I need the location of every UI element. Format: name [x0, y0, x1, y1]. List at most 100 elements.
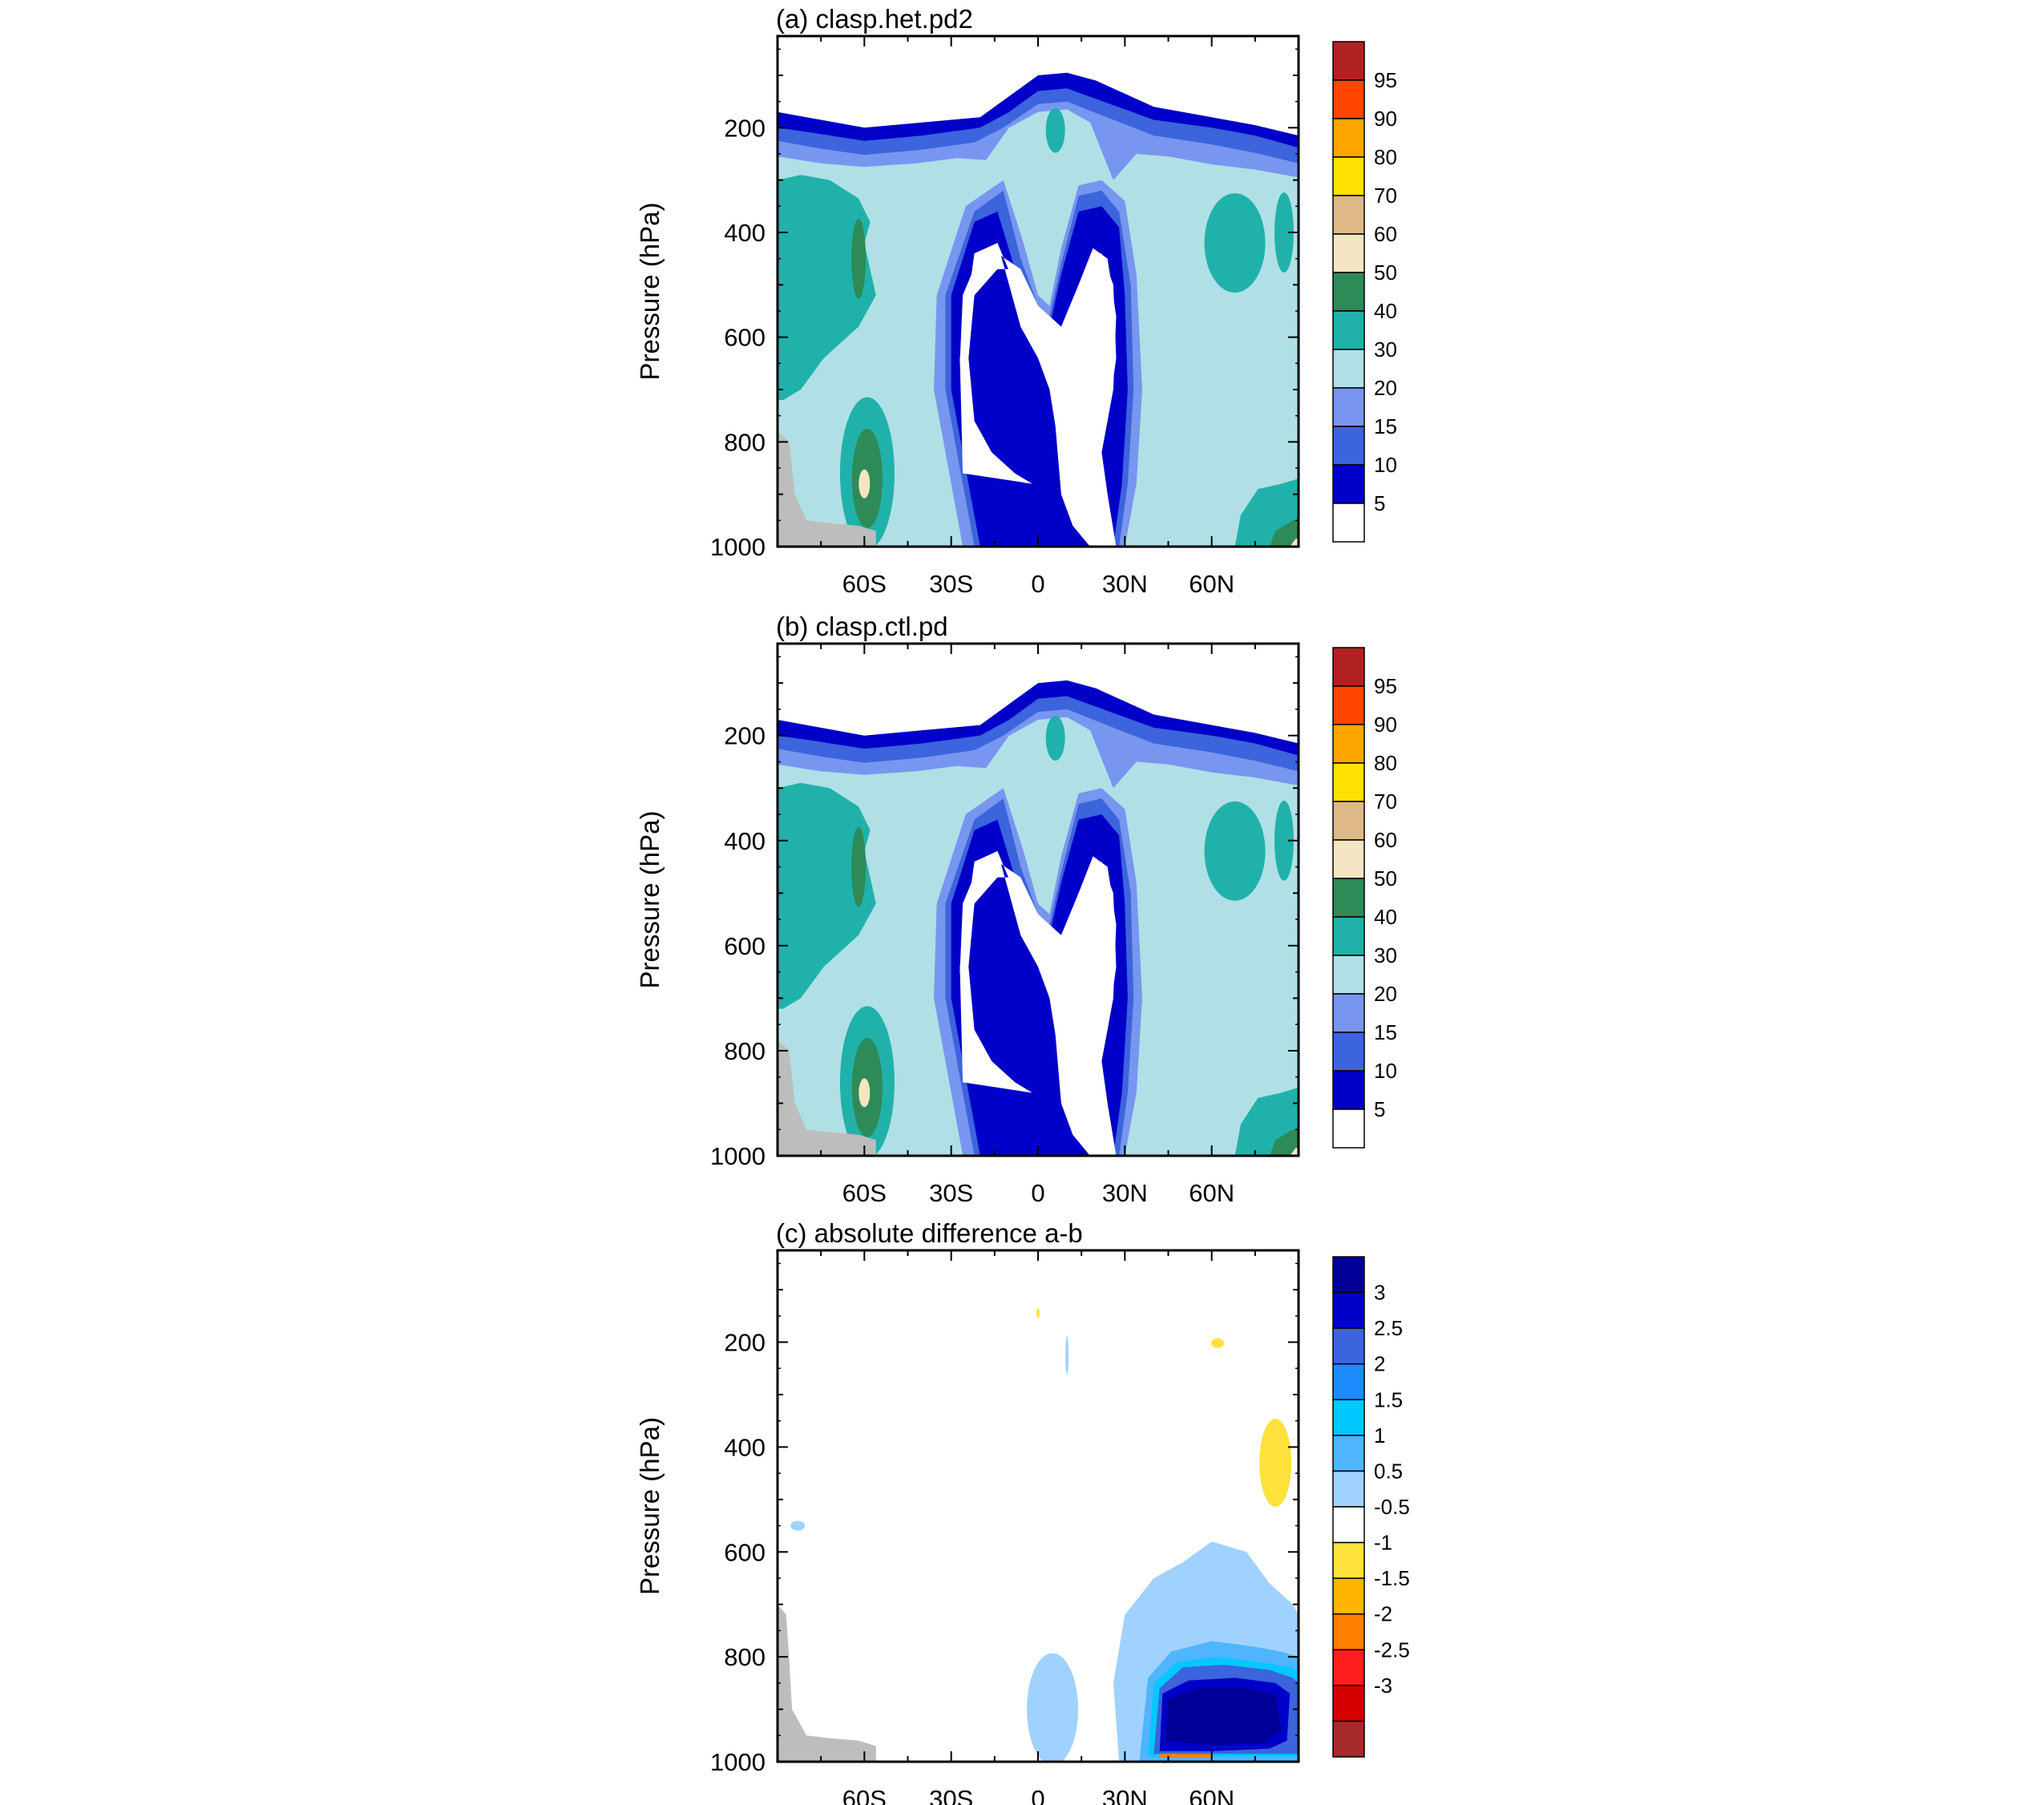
topography-mask — [778, 1604, 876, 1762]
colorbar-box — [1332, 1649, 1365, 1686]
blob-neg-eq — [1027, 1653, 1079, 1762]
colorbar-box — [1332, 387, 1365, 427]
band-30-40-sh — [778, 175, 876, 401]
colorbar-label: 15 — [1374, 1020, 1397, 1044]
x-tick-label: 60N — [1189, 1179, 1234, 1207]
x-tick-label: 30N — [1102, 570, 1148, 598]
blob-pos-nh-400 — [1259, 1419, 1292, 1508]
colorbar-box — [1332, 762, 1365, 802]
colorbar-box — [1332, 1327, 1365, 1365]
x-tick-label: 30S — [929, 1785, 973, 1805]
y-tick-label: 1000 — [710, 1748, 765, 1776]
band-50-60-sh — [858, 469, 871, 499]
band-pos-surface — [1159, 1754, 1212, 1759]
blob-neg-trop — [1065, 1335, 1069, 1375]
band-30-40-trop — [1045, 715, 1065, 761]
y-tick-label: 400 — [724, 1433, 765, 1461]
y-tick-label: 600 — [724, 324, 765, 352]
y-tick-label: 400 — [724, 219, 765, 247]
colorbar-box — [1332, 1470, 1365, 1508]
core-white — [959, 850, 1117, 1156]
colorbar-box — [1332, 839, 1365, 879]
colorbar-box — [1332, 1256, 1365, 1294]
y-tick-label: 1000 — [710, 533, 765, 561]
band-30-40-sh — [778, 782, 876, 1009]
colorbar-label: 60 — [1374, 222, 1397, 246]
colorbar-label: 50 — [1374, 260, 1397, 285]
panel-b: (b) clasp.ctl.pd2004006008001000Pressure… — [635, 612, 1397, 1207]
x-tick-label: 0 — [1031, 1179, 1044, 1207]
colorbar-label: -1.5 — [1374, 1566, 1410, 1590]
colorbar-label: 1.5 — [1374, 1387, 1403, 1411]
colorbar-box — [1332, 685, 1365, 725]
colorbar-label: 0.5 — [1374, 1459, 1403, 1483]
colorbar-box — [1332, 156, 1365, 196]
x-tick-label: 30S — [929, 1179, 973, 1207]
colorbar-box — [1332, 878, 1365, 918]
y-tick-label: 600 — [724, 1538, 765, 1566]
colorbar-box — [1332, 724, 1365, 764]
colorbar-label: 5 — [1374, 1097, 1385, 1121]
colorbar-box — [1332, 1577, 1365, 1615]
y-tick-label: 200 — [724, 722, 765, 750]
colorbar-box — [1332, 349, 1365, 389]
colorbar-box — [1332, 801, 1365, 841]
x-tick-label: 60S — [842, 570, 887, 598]
colorbar-box — [1332, 1032, 1365, 1072]
colorbar-box — [1332, 955, 1365, 995]
colorbar-label: 1 — [1374, 1423, 1385, 1448]
y-tick-label: 800 — [724, 428, 765, 456]
colorbar-label: -2.5 — [1374, 1637, 1410, 1662]
panel-title: (a) clasp.het.pd2 — [776, 4, 973, 34]
y-tick-label: 400 — [724, 827, 765, 855]
colorbar-label: -0.5 — [1374, 1495, 1410, 1519]
x-tick-label: 60N — [1189, 1785, 1234, 1805]
panel-a: (a) clasp.het.pd22004006008001000Pressur… — [635, 4, 1397, 598]
x-tick-label: 60S — [842, 1785, 887, 1805]
band-30-40-nh-edge — [1274, 800, 1294, 881]
band-50-60-nh-surface — [1290, 539, 1299, 547]
colorbar-label: 90 — [1374, 713, 1397, 737]
blob-neg-sh — [790, 1520, 806, 1531]
colorbar-box — [1332, 426, 1365, 466]
colorbar-label: 50 — [1374, 866, 1397, 890]
colorbar-label: 95 — [1374, 68, 1397, 92]
colorbar-box — [1332, 1685, 1365, 1722]
colorbar-label: 80 — [1374, 751, 1397, 775]
colorbar-label: 3 — [1374, 1281, 1385, 1305]
colorbar-label: -2 — [1374, 1602, 1392, 1626]
x-tick-label: 30S — [929, 570, 973, 598]
colorbar-label: 10 — [1374, 453, 1397, 477]
y-axis-label: Pressure (hPa) — [635, 811, 665, 989]
colorbar-box — [1332, 464, 1365, 504]
colorbar-label: 10 — [1374, 1059, 1397, 1083]
colorbar-label: 60 — [1374, 828, 1397, 852]
y-tick-label: 800 — [724, 1643, 765, 1671]
band-30-40-nh — [1204, 801, 1266, 901]
colorbar-label: 30 — [1374, 337, 1397, 361]
topography-mask — [778, 1040, 876, 1156]
x-tick-label: 30N — [1102, 1179, 1148, 1207]
contour-field — [778, 72, 1299, 547]
colorbar-label: 30 — [1374, 943, 1397, 967]
colorbar-box — [1332, 1363, 1365, 1401]
colorbar-label: 90 — [1374, 107, 1397, 131]
colorbar-label: 20 — [1374, 376, 1397, 400]
colorbar-box — [1332, 1720, 1365, 1758]
y-tick-label: 200 — [724, 1329, 765, 1357]
band-30-40-nh — [1204, 193, 1266, 293]
colorbar-box — [1332, 1435, 1365, 1472]
y-tick-label: 200 — [724, 114, 765, 142]
colorbar-label: 20 — [1374, 982, 1397, 1006]
colorbar-label: 70 — [1374, 184, 1397, 208]
colorbar-box — [1332, 1506, 1365, 1544]
colorbar-box — [1332, 916, 1365, 956]
colorbar-label: -3 — [1374, 1674, 1392, 1698]
band-30-40-trop — [1045, 107, 1065, 153]
y-axis-label: Pressure (hPa) — [635, 1417, 665, 1595]
colorbar-label: 70 — [1374, 789, 1397, 814]
band-40-50-sh-upper — [851, 218, 866, 299]
band-40-50-nh-surface — [1269, 520, 1299, 547]
x-tick-label: 0 — [1031, 570, 1044, 598]
x-tick-label: 60S — [842, 1179, 887, 1207]
